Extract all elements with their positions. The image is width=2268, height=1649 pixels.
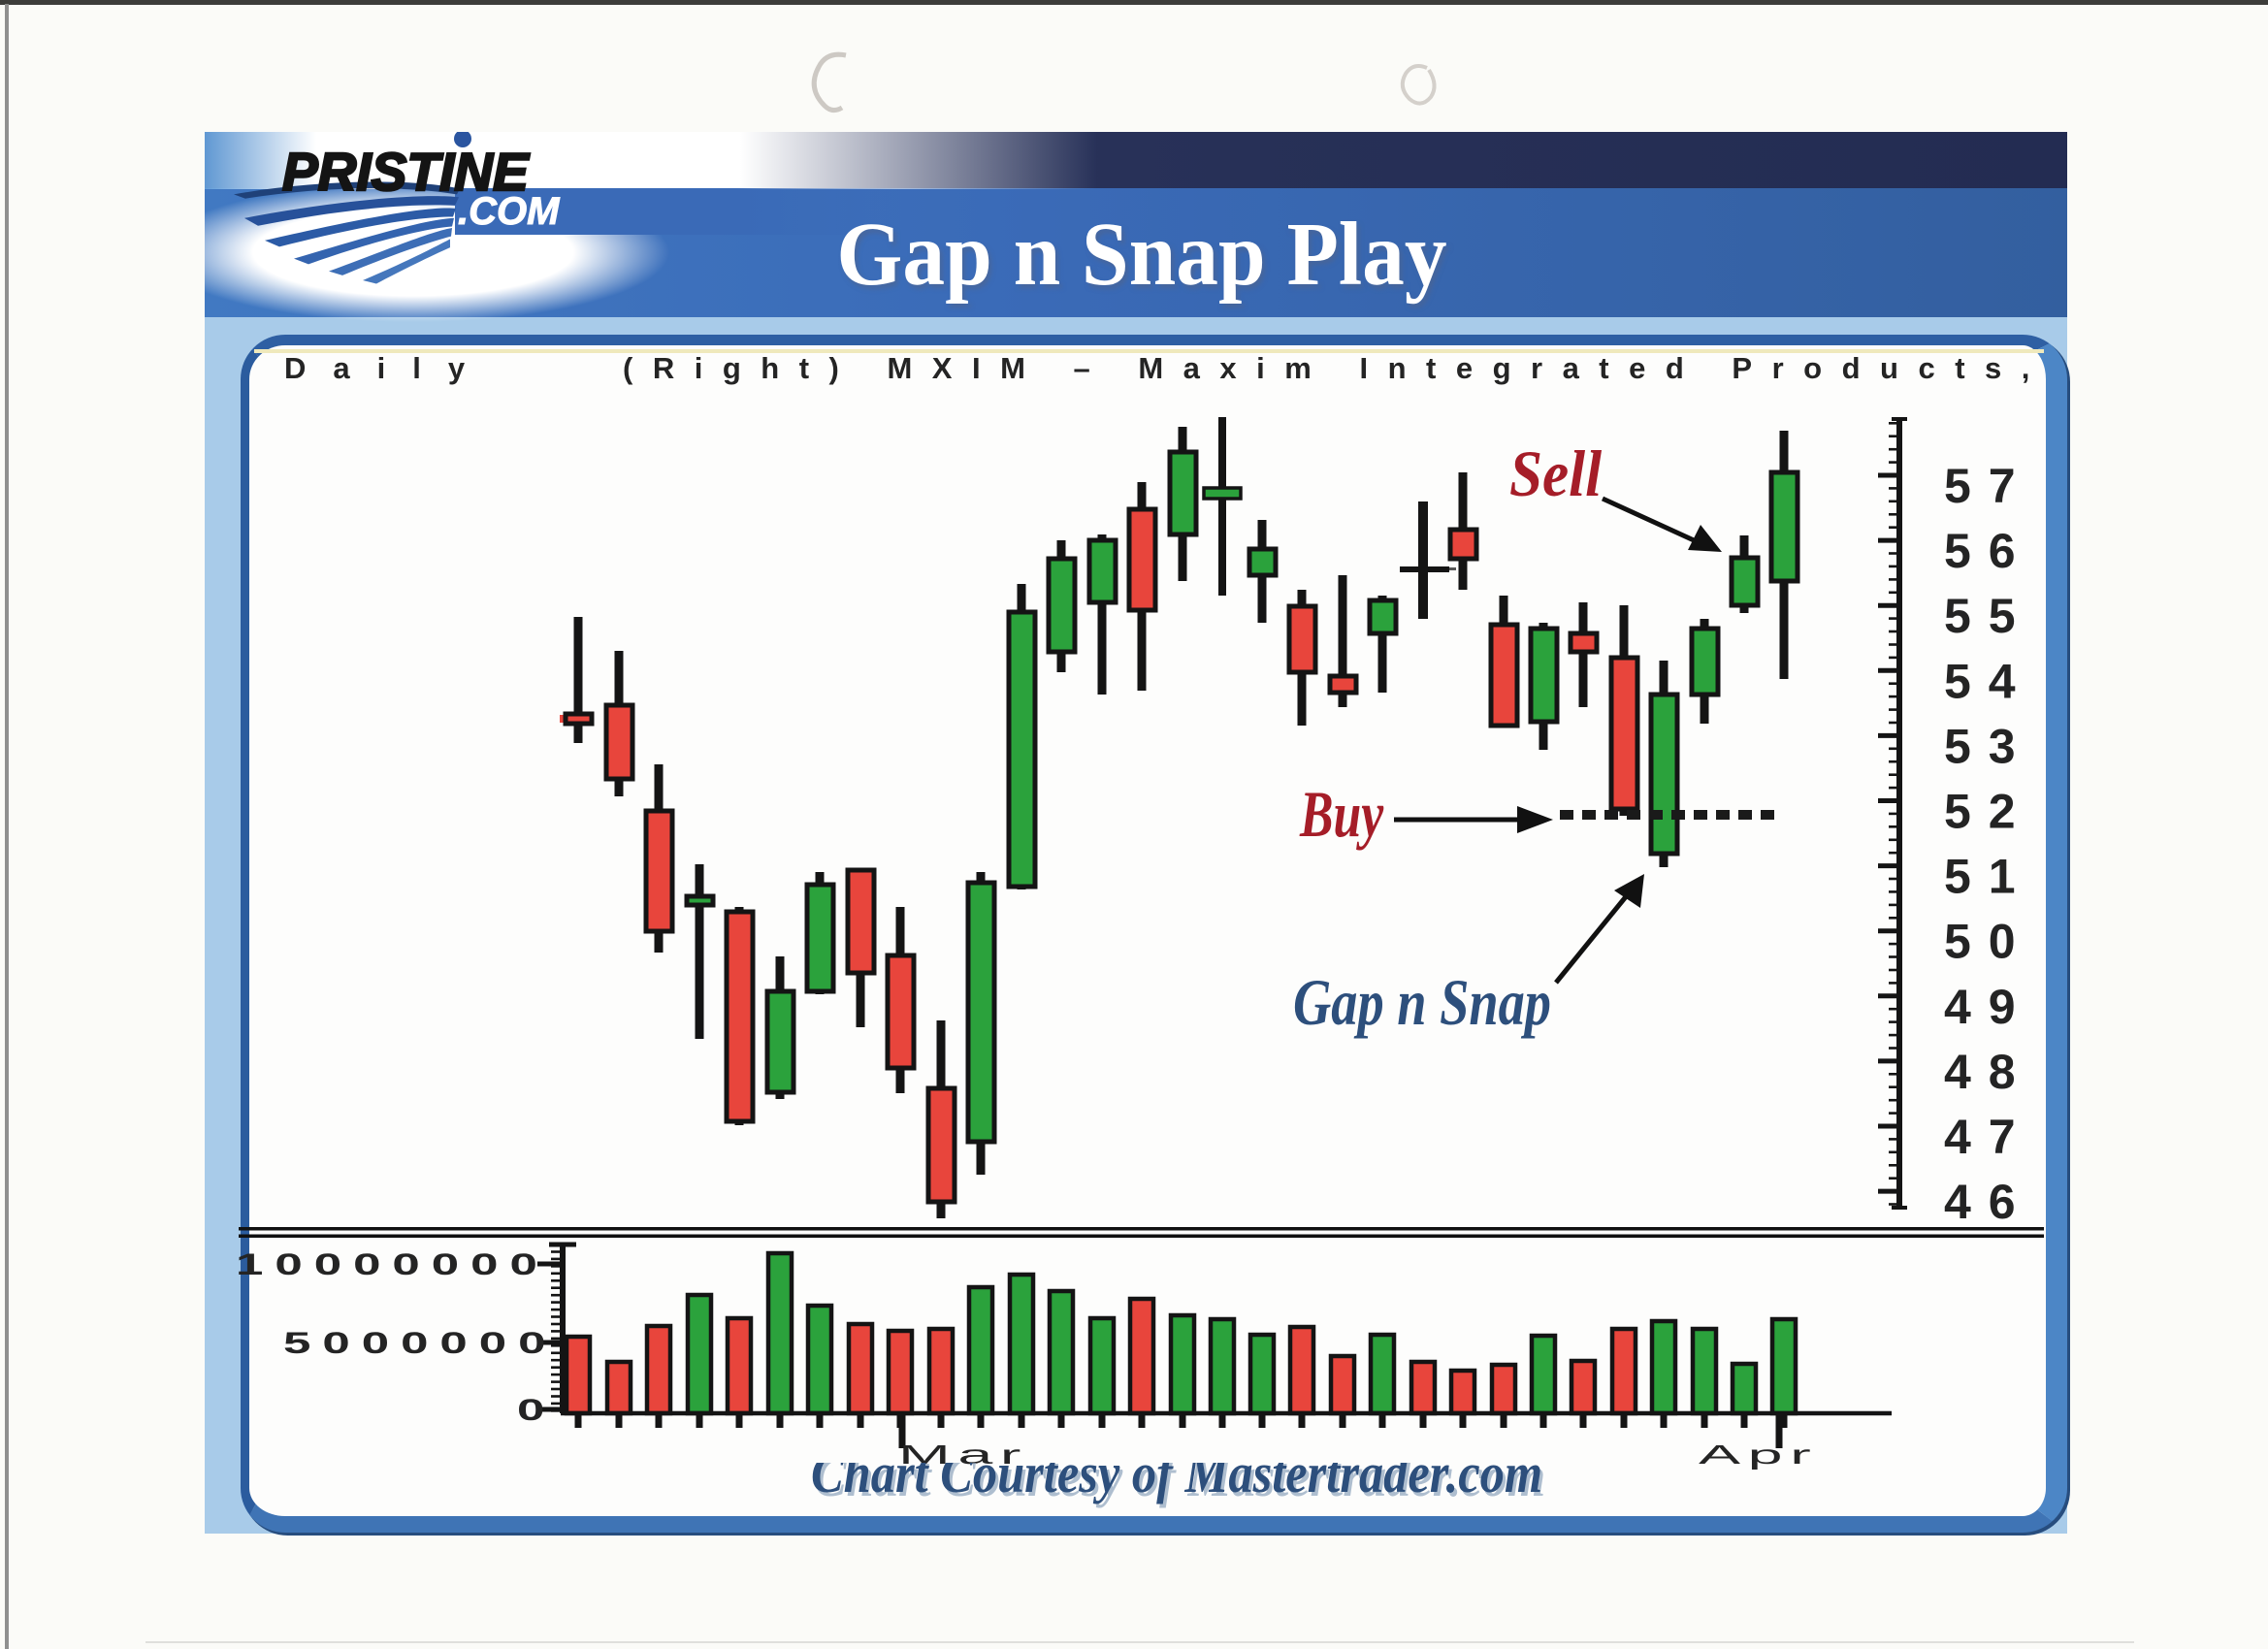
svg-text:Sell: Sell — [1509, 436, 1602, 510]
svg-text:5000000: 5000000 — [283, 1326, 558, 1360]
svg-text:47: 47 — [1944, 1110, 2033, 1164]
svg-text:54: 54 — [1944, 654, 2033, 708]
svg-text:55: 55 — [1944, 589, 2033, 643]
svg-text:53: 53 — [1944, 719, 2033, 773]
svg-text:49: 49 — [1944, 980, 2033, 1034]
svg-text:46: 46 — [1944, 1175, 2033, 1229]
svg-text:50: 50 — [1944, 915, 2033, 969]
svg-text:Gap n Snap: Gap n Snap — [1293, 966, 1551, 1039]
svg-text:48: 48 — [1944, 1045, 2033, 1099]
svg-text:51: 51 — [1944, 850, 2033, 904]
svg-text:56: 56 — [1944, 524, 2033, 578]
svg-text:Daily: Daily — [284, 351, 492, 385]
svg-text:10000000: 10000000 — [236, 1247, 549, 1281]
svg-text:Chart Courtesy of Mastertrader: Chart Courtesy of Mastertrader.com — [811, 1442, 1542, 1504]
svg-text:57: 57 — [1944, 459, 2033, 513]
svg-text:Chart Courtesy of Mastertrader: Chart Courtesy of Mastertrader.com — [814, 1446, 1545, 1508]
svg-text:Apr: Apr — [1699, 1439, 1818, 1470]
svg-text:Buy: Buy — [1299, 778, 1383, 851]
svg-text:52: 52 — [1944, 785, 2033, 839]
svg-text:(Right) MXIM – Maxim Integrate: (Right) MXIM – Maxim Integrated Products… — [623, 351, 2050, 385]
svg-text:Mar: Mar — [898, 1439, 1028, 1470]
svg-text:0: 0 — [517, 1393, 556, 1427]
